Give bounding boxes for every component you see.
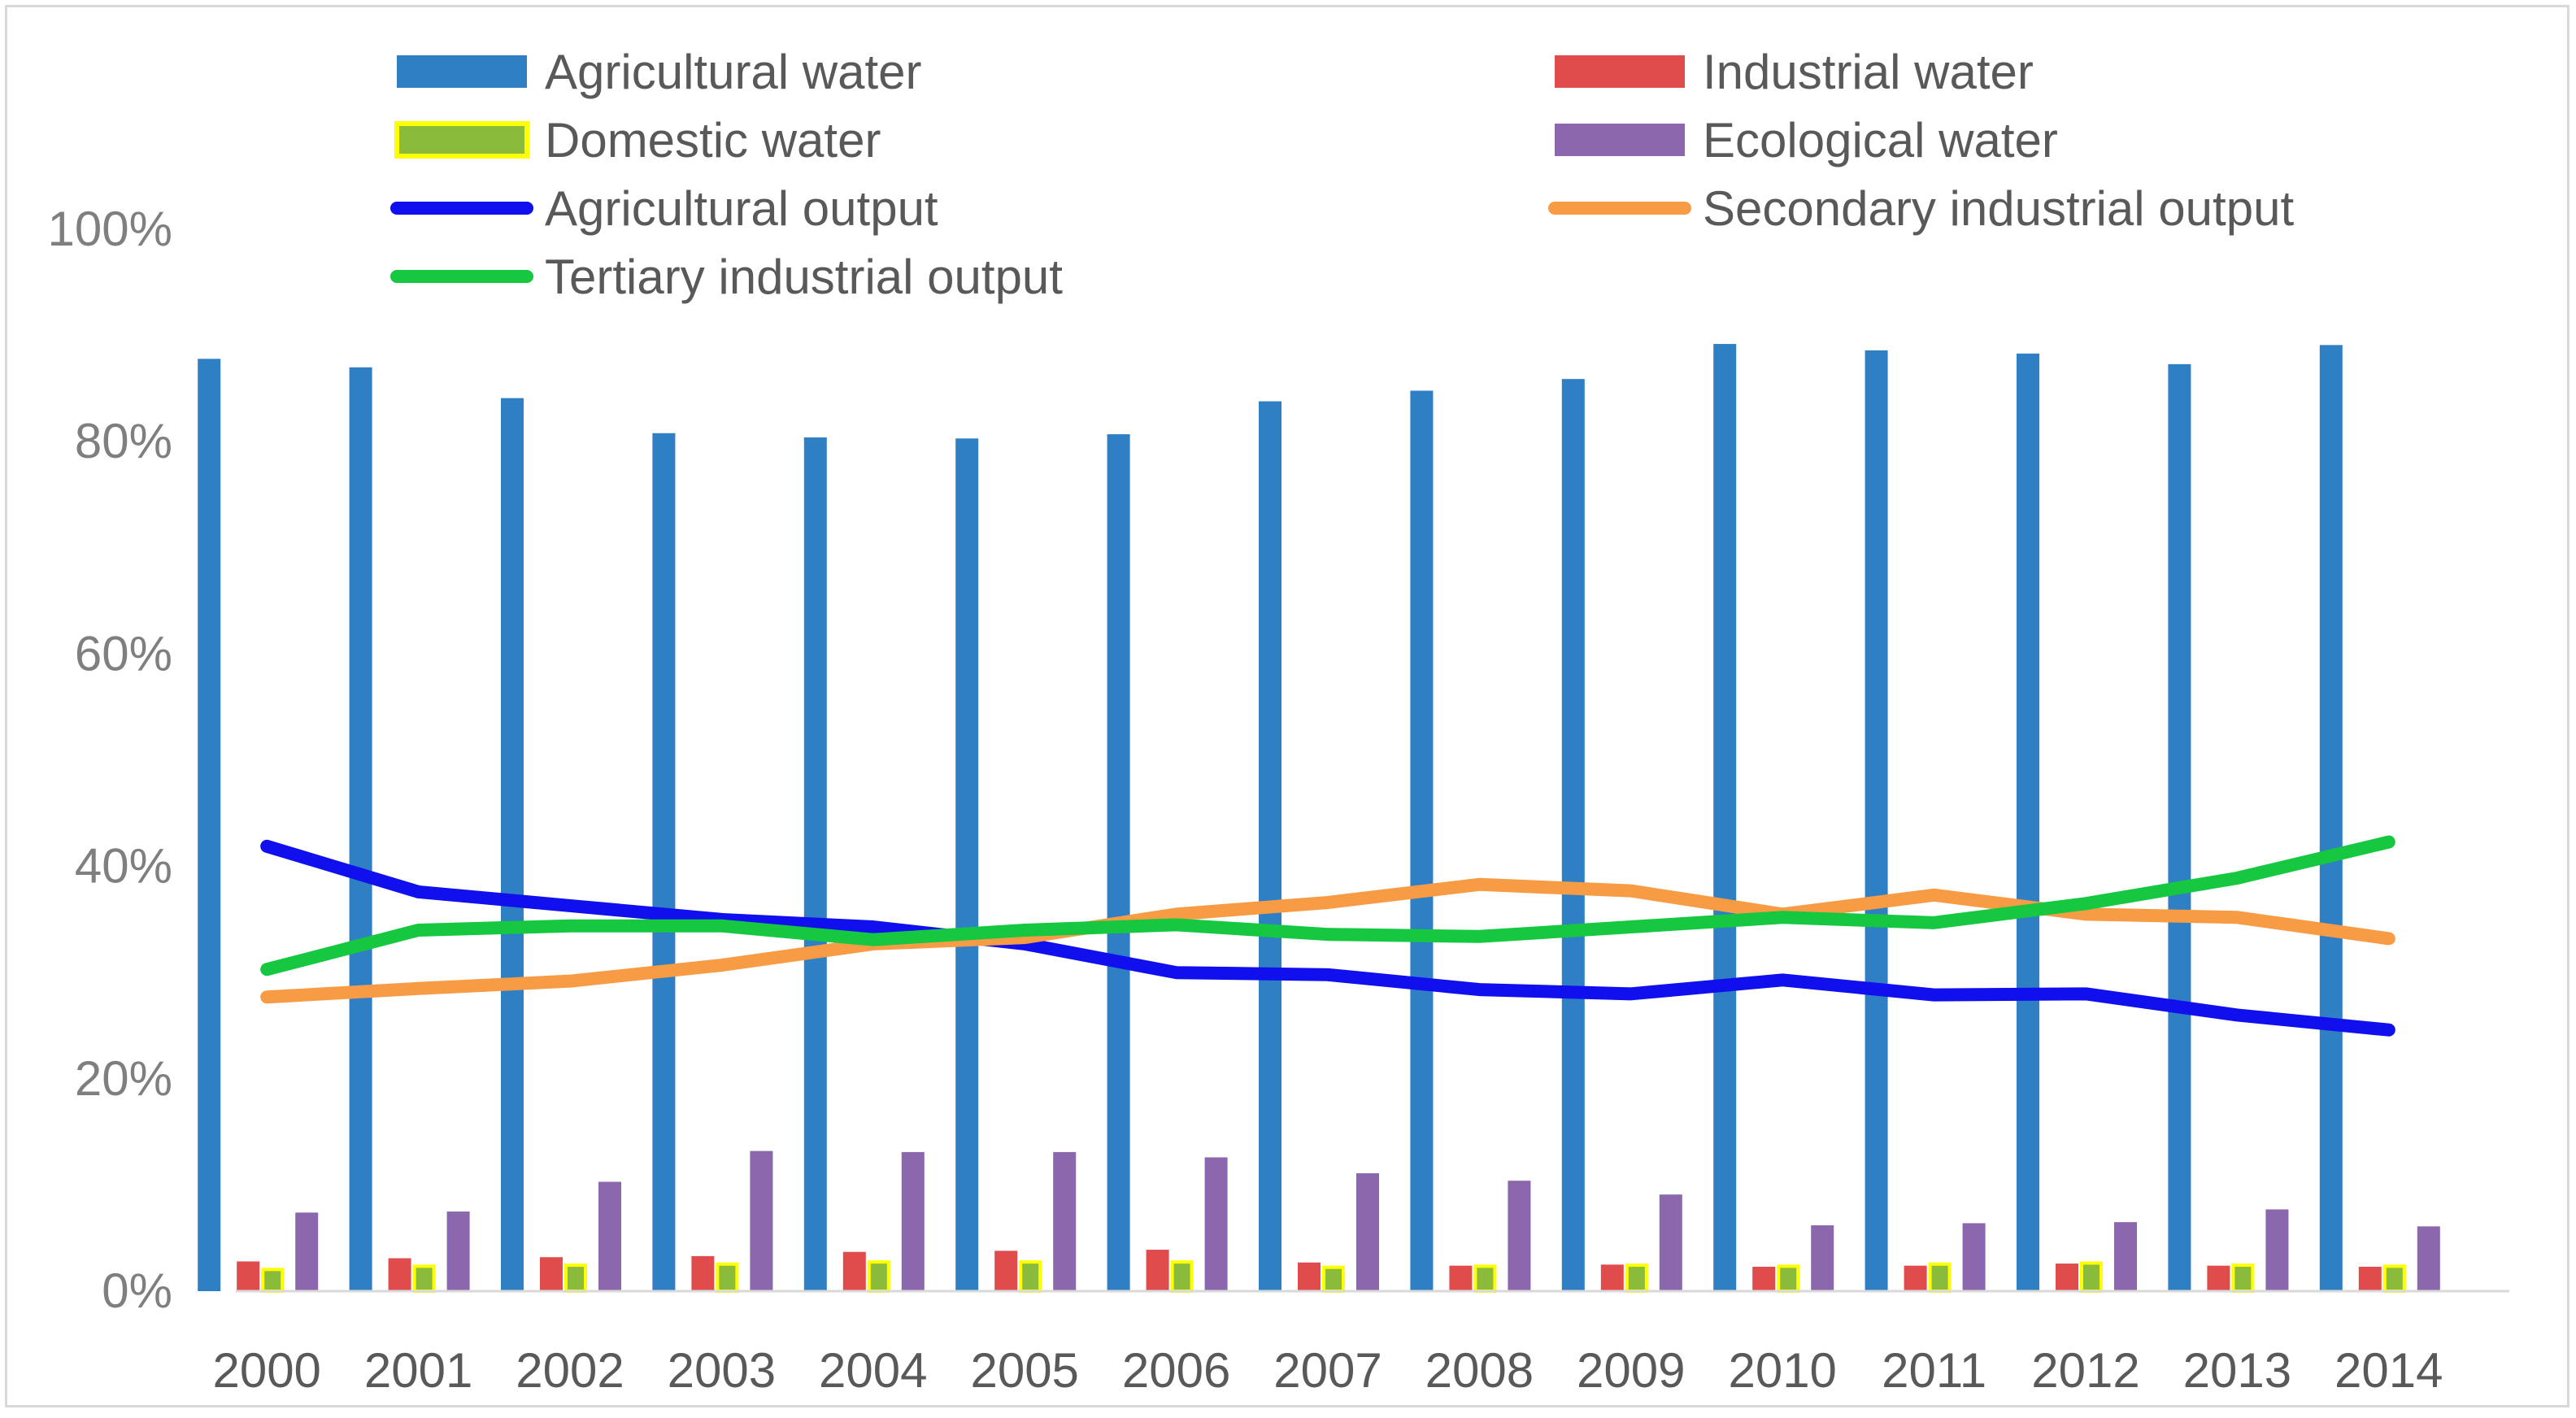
- bar-ecological-water-2008: [1508, 1181, 1531, 1291]
- bar-agricultural-water-2004: [803, 437, 827, 1291]
- legend-label-ecological-water: Ecological water: [1703, 113, 2058, 167]
- bar-domestic-water-2003: [716, 1262, 739, 1294]
- bar-ecological-water-2009: [1659, 1194, 1682, 1291]
- y-tick-label: 40%: [75, 839, 172, 894]
- legend-swatch-domestic-water: [394, 121, 529, 159]
- bar-industrial-water-2012: [2056, 1264, 2078, 1291]
- y-axis: 0% 20% 40% 60% 80% 100%: [48, 202, 172, 1318]
- x-tick-label: 2000: [212, 1343, 320, 1398]
- bar-agricultural-water-2010: [1713, 344, 1737, 1292]
- bar-ecological-water-2005: [1053, 1151, 1077, 1291]
- x-tick-label: 2004: [819, 1343, 927, 1398]
- x-tick-label: 2009: [1577, 1343, 1685, 1398]
- line-tertiary-industrial-output: [260, 835, 2395, 977]
- x-tick-label: 2001: [364, 1343, 472, 1398]
- bar-agricultural-water-2008: [1410, 390, 1434, 1292]
- x-tick-label: 2006: [1122, 1343, 1230, 1398]
- bar-industrial-water-2004: [842, 1251, 866, 1291]
- bar-domestic-water-2006: [1170, 1260, 1194, 1293]
- bar-agricultural-water-2014: [2319, 345, 2343, 1291]
- x-tick-label: 2007: [1273, 1343, 1382, 1398]
- legend-label-secondary-industrial-output: Secondary industrial output: [1703, 181, 2294, 236]
- bar-agricultural-water-2000: [198, 359, 221, 1291]
- bar-ecological-water-2011: [1962, 1223, 1986, 1291]
- y-tick-label: 80%: [75, 414, 172, 468]
- bar-ecological-water-2006: [1204, 1157, 1228, 1291]
- bar-domestic-water-2012: [2080, 1261, 2103, 1294]
- x-tick-label: 2013: [2183, 1343, 2291, 1398]
- legend-swatch-industrial-water: [1555, 55, 1685, 88]
- line-agricultural-output: [260, 839, 2395, 1037]
- bar-ecological-water-2007: [1356, 1173, 1379, 1291]
- bar-ecological-water-2001: [446, 1211, 470, 1291]
- bar-ecological-water-2014: [2417, 1226, 2440, 1291]
- bar-industrial-water-2009: [1600, 1264, 1624, 1291]
- legend-label-agricultural-output: Agricultural output: [545, 181, 938, 236]
- bar-agricultural-water-2003: [652, 433, 676, 1292]
- bar-ecological-water-2000: [295, 1212, 319, 1291]
- y-tick-label: 100%: [48, 202, 172, 256]
- bar-ecological-water-2010: [1811, 1225, 1834, 1291]
- x-tick-label: 2010: [1728, 1343, 1836, 1398]
- x-tick-label: 2008: [1425, 1343, 1534, 1398]
- bars: [198, 344, 2440, 1294]
- x-tick-label: 2003: [668, 1343, 776, 1398]
- bar-industrial-water-2014: [2358, 1266, 2382, 1291]
- lines: [260, 835, 2395, 1037]
- bar-industrial-water-2011: [1904, 1265, 1927, 1291]
- chart-frame: [5, 5, 2569, 1407]
- bar-industrial-water-2007: [1298, 1262, 1321, 1291]
- bar-industrial-water-2008: [1449, 1265, 1473, 1291]
- bar-industrial-water-2001: [388, 1258, 411, 1291]
- x-axis: 2000 2001 2002 2003 2004 2005 2006 2007 2008 2009…: [212, 1290, 2509, 1398]
- y-tick-label: 0%: [102, 1264, 172, 1318]
- bar-industrial-water-2013: [2207, 1265, 2230, 1291]
- bar-industrial-water-2010: [1752, 1266, 1776, 1291]
- legend: Agricultural water Industrial water Domest…: [390, 45, 2294, 304]
- bar-industrial-water-2005: [994, 1251, 1018, 1291]
- bar-industrial-water-2006: [1146, 1250, 1169, 1291]
- bar-industrial-water-2002: [540, 1257, 563, 1291]
- bar-agricultural-water-2011: [1865, 350, 1888, 1291]
- bar-agricultural-water-2009: [1561, 379, 1585, 1291]
- bar-domestic-water-2013: [2231, 1264, 2255, 1293]
- y-tick-label: 60%: [75, 626, 172, 681]
- bar-agricultural-water-2007: [1259, 401, 1281, 1291]
- legend-label-agricultural-water: Agricultural water: [545, 45, 922, 99]
- bar-agricultural-water-2002: [501, 398, 524, 1291]
- bar-domestic-water-2008: [1473, 1264, 1497, 1293]
- y-tick-label: 20%: [75, 1051, 172, 1106]
- x-tick-label: 2012: [2031, 1343, 2139, 1398]
- bar-agricultural-water-2013: [2168, 363, 2191, 1291]
- legend-label-industrial-water: Industrial water: [1703, 45, 2034, 99]
- bar-ecological-water-2012: [2114, 1222, 2137, 1291]
- bar-industrial-water-2000: [237, 1261, 260, 1291]
- bar-domestic-water-2005: [1019, 1260, 1042, 1293]
- bar-ecological-water-2013: [2265, 1209, 2289, 1291]
- bar-domestic-water-2001: [412, 1264, 436, 1293]
- bar-ecological-water-2004: [901, 1151, 925, 1291]
- bar-agricultural-water-2001: [349, 367, 372, 1291]
- bar-agricultural-water-2012: [2017, 353, 2039, 1291]
- legend-swatch-agricultural-water: [397, 55, 527, 88]
- bar-ecological-water-2002: [598, 1181, 621, 1291]
- bar-industrial-water-2003: [691, 1255, 715, 1291]
- legend-label-domestic-water: Domestic water: [545, 113, 881, 167]
- x-tick-label: 2005: [970, 1343, 1078, 1398]
- legend-label-tertiary-industrial-output: Tertiary industrial output: [545, 250, 1063, 304]
- bar-agricultural-water-2006: [1107, 434, 1130, 1291]
- x-tick-label: 2014: [2334, 1343, 2443, 1398]
- x-tick-label: 2002: [516, 1343, 624, 1398]
- bar-agricultural-water-2005: [955, 438, 979, 1291]
- x-tick-label: 2011: [1882, 1343, 1986, 1398]
- legend-swatch-ecological-water: [1555, 124, 1685, 156]
- bar-ecological-water-2003: [750, 1150, 773, 1291]
